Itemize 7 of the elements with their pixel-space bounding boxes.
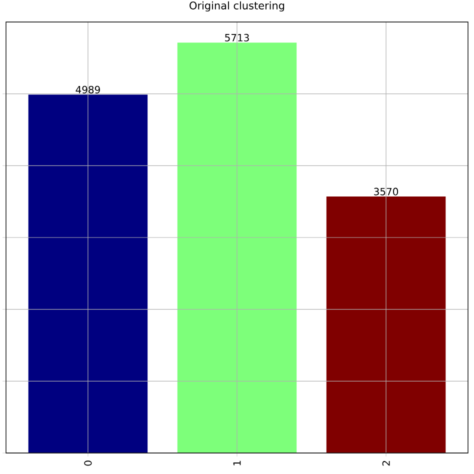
x-tick-label: 0 — [84, 460, 92, 466]
data-label: 4989 — [76, 86, 100, 94]
chart-title: Original clustering — [190, 1, 284, 12]
data-label: 3570 — [374, 188, 398, 196]
x-tick-label: 2 — [382, 461, 390, 466]
data-label: 5713 — [225, 34, 249, 42]
x-tick-label: 1 — [233, 460, 241, 466]
